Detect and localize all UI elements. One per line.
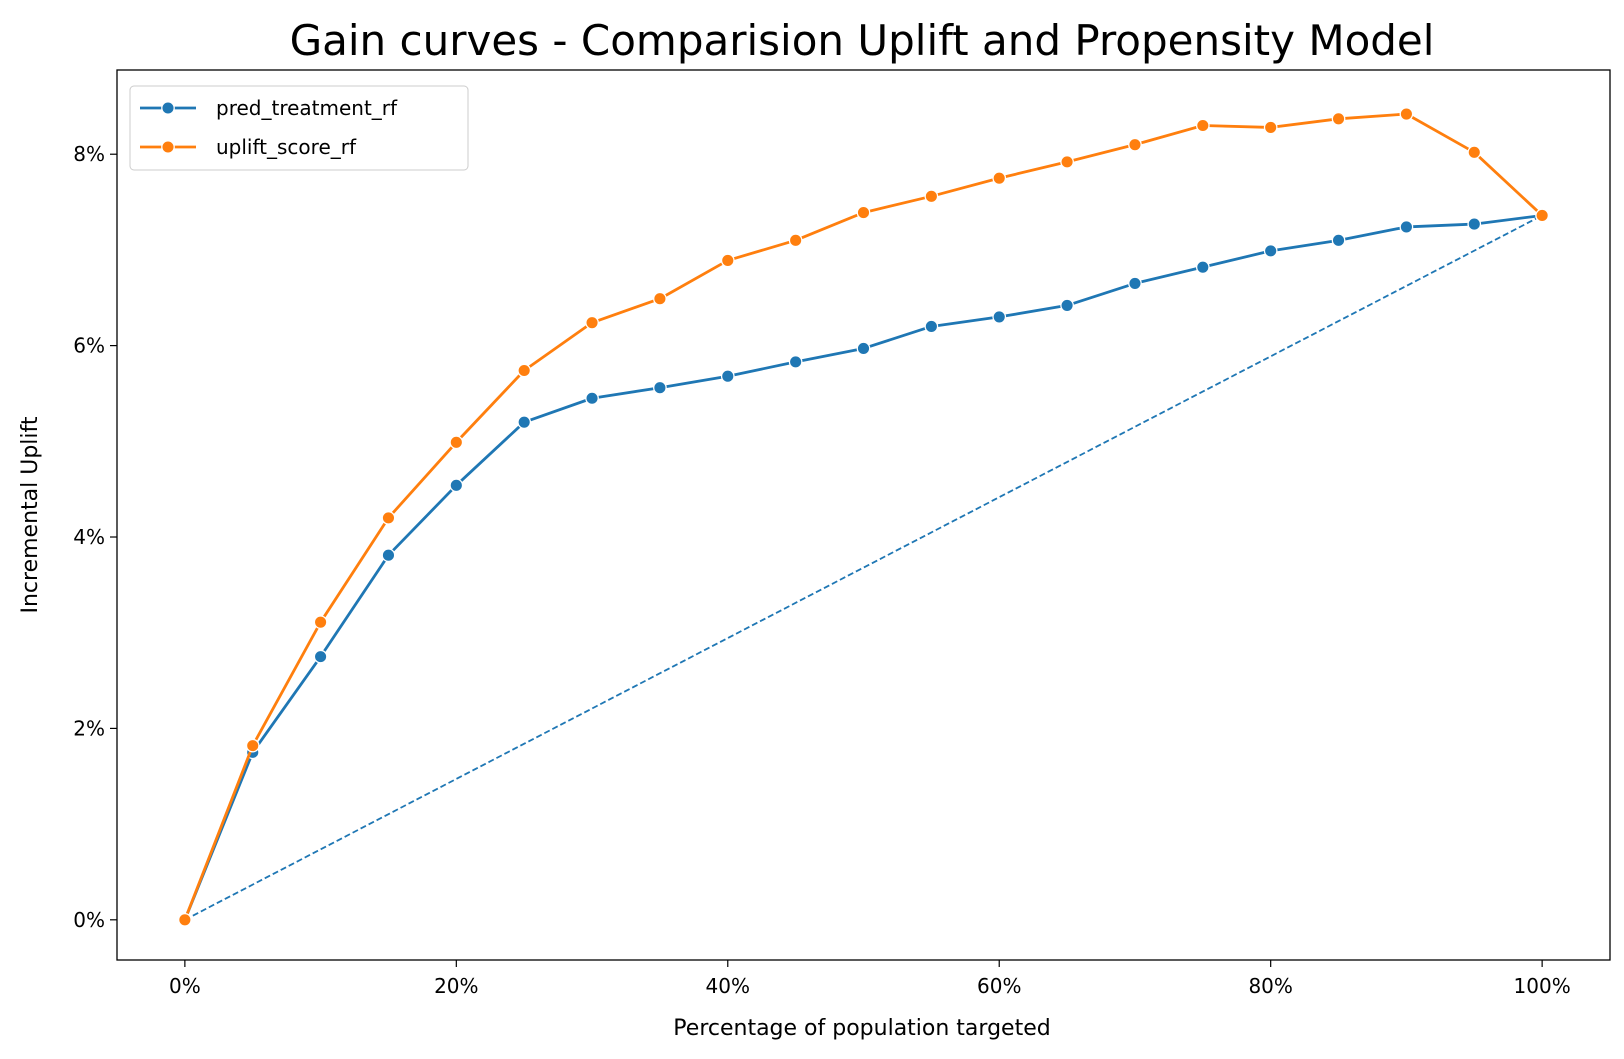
data-point-pred-treatment-rf bbox=[1467, 217, 1482, 231]
x-tick-label: 100% bbox=[1514, 974, 1571, 998]
data-point-pred-treatment-rf bbox=[449, 478, 464, 493]
legend-label-uplift-score-rf: uplift_score_rf bbox=[216, 135, 357, 159]
data-point-uplift-score-rf bbox=[245, 738, 260, 753]
data-point-uplift-score-rf bbox=[1060, 155, 1074, 169]
data-point-pred-treatment-rf bbox=[720, 369, 735, 384]
data-point-uplift-score-rf bbox=[1263, 120, 1278, 135]
legend-marker-uplift-score-rf bbox=[161, 140, 175, 154]
data-point-pred-treatment-rf bbox=[1399, 220, 1414, 234]
random-baseline-line bbox=[184, 214, 1543, 921]
data-point-pred-treatment-rf bbox=[1331, 233, 1346, 248]
x-tick-label: 60% bbox=[977, 974, 1021, 998]
x-tick-label: 0% bbox=[169, 974, 201, 998]
data-point-pred-treatment-rf bbox=[585, 391, 599, 406]
y-axis: 0% 2% 4% 6% 8% bbox=[73, 142, 117, 932]
data-point-pred-treatment-rf bbox=[856, 341, 871, 356]
data-point-uplift-score-rf bbox=[178, 912, 192, 927]
data-point-pred-treatment-rf bbox=[1060, 298, 1074, 313]
legend-marker-pred-treatment-rf bbox=[161, 101, 175, 115]
data-point-uplift-score-rf bbox=[720, 253, 735, 268]
data-point-uplift-score-rf bbox=[856, 205, 871, 220]
data-point-uplift-score-rf bbox=[381, 511, 396, 525]
data-point-pred-treatment-rf bbox=[517, 415, 532, 430]
data-point-uplift-score-rf bbox=[992, 171, 1007, 185]
data-point-uplift-score-rf bbox=[1128, 137, 1142, 152]
data-point-pred-treatment-rf bbox=[313, 649, 328, 664]
data-point-uplift-score-rf bbox=[517, 363, 532, 378]
x-axis: 0% 20% 40% 60% 80% 100% bbox=[169, 960, 1571, 998]
legend-box bbox=[129, 85, 469, 171]
data-point-pred-treatment-rf bbox=[653, 380, 667, 395]
y-tick-label: 8% bbox=[73, 142, 105, 166]
data-point-uplift-score-rf bbox=[1399, 107, 1414, 121]
data-point-uplift-score-rf bbox=[788, 233, 803, 248]
y-tick-label: 6% bbox=[73, 334, 105, 358]
x-axis-label: Percentage of population targeted bbox=[673, 1016, 1050, 1041]
data-point-pred-treatment-rf bbox=[381, 548, 396, 563]
legend-label-pred-treatment-rf: pred_treatment_rf bbox=[216, 96, 398, 120]
data-point-uplift-score-rf bbox=[449, 435, 464, 450]
y-axis-label: Incremental Uplift bbox=[18, 416, 43, 613]
data-point-pred-treatment-rf bbox=[924, 319, 939, 334]
data-point-uplift-score-rf bbox=[1535, 208, 1549, 223]
x-tick-label: 40% bbox=[706, 974, 750, 998]
y-tick-label: 4% bbox=[73, 525, 105, 549]
data-point-pred-treatment-rf bbox=[992, 310, 1007, 324]
y-tick-label: 2% bbox=[73, 716, 105, 740]
data-point-pred-treatment-rf bbox=[1195, 260, 1210, 274]
y-tick-label: 0% bbox=[73, 908, 105, 932]
data-point-pred-treatment-rf bbox=[1128, 276, 1142, 291]
data-point-uplift-score-rf bbox=[1195, 118, 1210, 133]
x-tick-label: 80% bbox=[1248, 974, 1292, 998]
data-point-uplift-score-rf bbox=[653, 291, 667, 306]
data-point-uplift-score-rf bbox=[1331, 111, 1346, 126]
data-point-uplift-score-rf bbox=[585, 315, 599, 330]
chart-title: Gain curves - Comparision Uplift and Pro… bbox=[290, 16, 1435, 65]
legend: pred_treatment_rf uplift_score_rf bbox=[129, 85, 469, 171]
plot-area bbox=[178, 107, 1549, 927]
data-point-pred-treatment-rf bbox=[1263, 244, 1278, 258]
data-point-pred-treatment-rf bbox=[788, 355, 803, 369]
plot-frame bbox=[116, 69, 1611, 961]
x-tick-label: 20% bbox=[434, 974, 478, 998]
data-point-uplift-score-rf bbox=[1467, 145, 1482, 160]
data-point-uplift-score-rf bbox=[313, 615, 328, 630]
data-point-uplift-score-rf bbox=[924, 189, 939, 204]
